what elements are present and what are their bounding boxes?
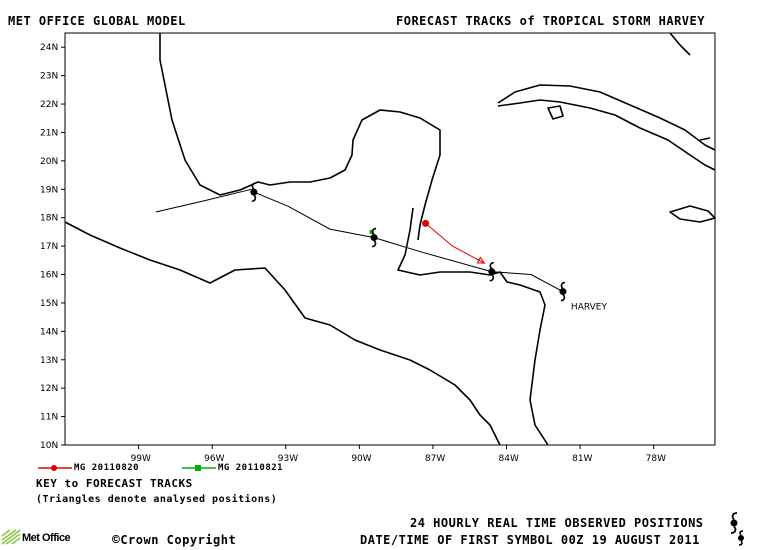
hurricane-symbol-icon — [730, 512, 738, 534]
left-title: MET OFFICE GLOBAL MODEL — [8, 14, 186, 28]
lat-label: 17N — [40, 242, 58, 252]
key-title: KEY to FORECAST TRACKS — [36, 477, 193, 490]
lon-label: 99W — [131, 454, 151, 464]
lat-label: 19N — [40, 185, 58, 195]
storm-position-symbol — [488, 261, 496, 282]
lon-label: 78W — [646, 454, 666, 464]
lon-label: 90W — [351, 454, 371, 464]
legend-red-label: MG 20110820 — [74, 463, 140, 473]
lat-label: 11N — [40, 413, 58, 423]
lat-label: 18N — [40, 214, 58, 224]
isle-of-youth — [547, 105, 564, 120]
belize-coast — [397, 207, 549, 446]
lat-label: 12N — [40, 384, 58, 394]
right-title: FORECAST TRACKS of TROPICAL STORM HARVEY — [396, 14, 705, 28]
lat-label: 16N — [40, 271, 58, 281]
copyright-text: Crown Copyright — [120, 533, 237, 547]
copyright-icon: © — [112, 533, 121, 548]
storm-position-symbol — [559, 281, 567, 302]
florida-tip — [669, 32, 691, 56]
lat-label: 24N — [40, 43, 58, 53]
green-track-point — [369, 229, 374, 234]
red-track-start-point — [422, 219, 430, 227]
pacific-coast — [64, 221, 501, 446]
storm-symbols — [250, 182, 567, 302]
legend-green-label: MG 20110821 — [218, 463, 284, 473]
red-forecast-track — [425, 223, 485, 264]
copyright: ©Crown Copyright — [112, 533, 236, 548]
legend-red-swatch — [38, 465, 72, 471]
lon-label: 84W — [499, 454, 519, 464]
lat-label: 22N — [40, 100, 58, 110]
coastlines — [64, 32, 716, 446]
key-note: (Triangles denote analysed positions) — [36, 494, 278, 505]
first-symbol-icon — [738, 530, 744, 546]
lon-label: 93W — [278, 454, 298, 464]
gulf-coast-west — [159, 33, 441, 241]
observed-track-extension — [155, 188, 252, 213]
latitude-axis: 24N 23N 22N 21N 20N 19N 18N 17N 16N 15N 14N 13N 12N 1… — [40, 43, 65, 451]
lat-label: 20N — [40, 157, 58, 167]
lat-label: 14N — [40, 327, 58, 337]
storm-label: HARVEY — [571, 303, 608, 313]
legend-green-swatch — [182, 465, 216, 471]
cuba-south — [497, 99, 716, 171]
lon-label: 87W — [425, 454, 445, 464]
observed-label: 24 HOURLY REAL TIME OBSERVED POSITIONS — [410, 516, 704, 530]
met-office-logo-icon — [1, 529, 21, 545]
lat-label: 23N — [40, 72, 58, 82]
lat-label: 15N — [40, 299, 58, 309]
lat-label: 21N — [40, 128, 58, 138]
longitude-axis: 99W 96W 93W 90W 87W 84W 81W 78W — [131, 445, 666, 464]
small-island — [699, 137, 711, 141]
storm-position-symbol — [370, 227, 378, 248]
red-track-arrow — [476, 256, 486, 264]
storm-position-symbol — [250, 182, 258, 202]
map-frame — [64, 32, 716, 446]
lon-label: 81W — [572, 454, 592, 464]
datetime-label: DATE/TIME OF FIRST SYMBOL 00Z 19 AUGUST … — [360, 533, 700, 547]
met-office-logo-text: Met Office — [22, 532, 71, 544]
cuba-west — [497, 84, 716, 151]
jamaica — [669, 205, 716, 223]
lon-label: 96W — [204, 454, 224, 464]
lat-label: 13N — [40, 356, 58, 366]
observed-track — [253, 191, 564, 293]
lat-label: 10N — [40, 441, 58, 451]
